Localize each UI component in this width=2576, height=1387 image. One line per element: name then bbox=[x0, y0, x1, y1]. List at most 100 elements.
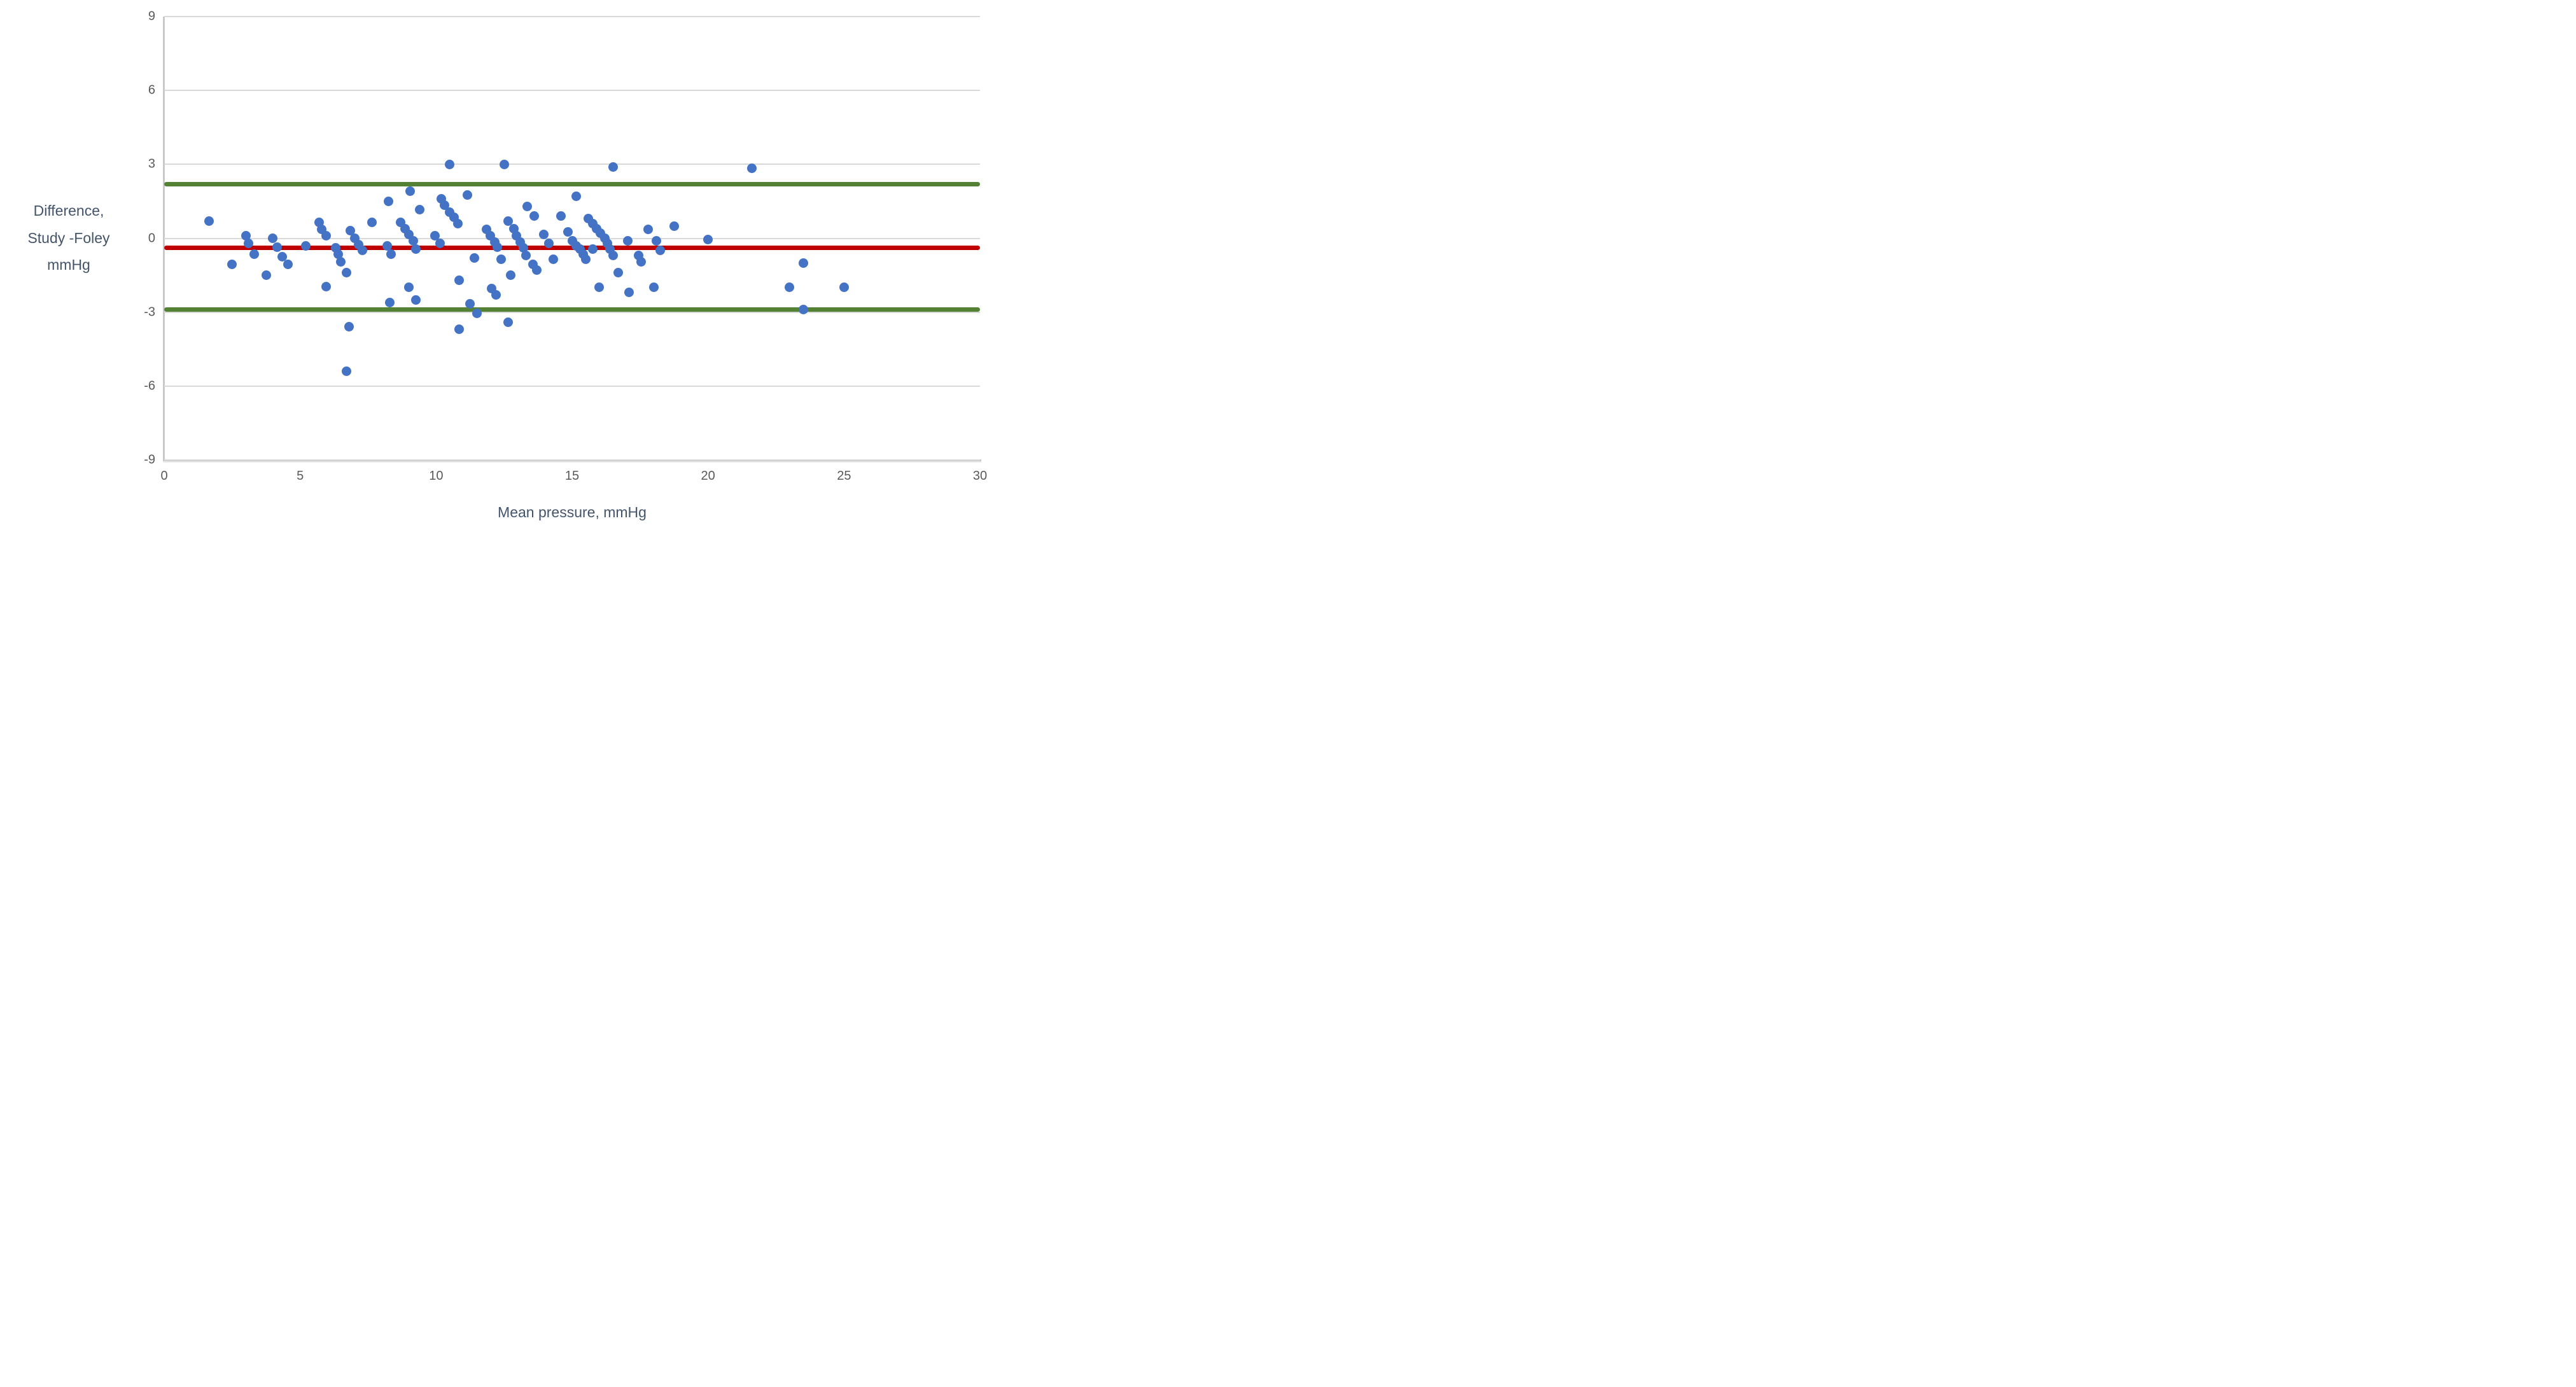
data-point bbox=[636, 256, 647, 267]
data-point bbox=[204, 216, 214, 226]
data-point bbox=[623, 235, 633, 246]
data-point bbox=[465, 298, 475, 309]
gridline-y-9 bbox=[164, 16, 980, 17]
data-point bbox=[435, 238, 445, 248]
data-point bbox=[408, 235, 418, 246]
data-point bbox=[522, 201, 532, 211]
upper-limit-of-agreement-line bbox=[164, 181, 980, 186]
data-point bbox=[531, 265, 542, 275]
y-tick-label--9: -9 bbox=[144, 452, 155, 467]
data-point bbox=[580, 254, 591, 264]
data-point bbox=[227, 259, 237, 269]
data-point bbox=[314, 217, 325, 227]
data-point bbox=[261, 270, 271, 281]
data-point bbox=[499, 159, 509, 169]
data-point bbox=[300, 240, 311, 251]
data-point bbox=[386, 249, 396, 260]
data-point bbox=[785, 282, 795, 293]
lower-limit-of-agreement-line bbox=[164, 307, 980, 312]
data-point bbox=[538, 230, 549, 240]
data-point bbox=[272, 242, 282, 252]
data-point bbox=[571, 192, 581, 202]
data-point bbox=[492, 242, 502, 252]
data-point bbox=[445, 159, 455, 169]
data-point bbox=[341, 366, 351, 377]
data-point bbox=[839, 282, 849, 293]
data-point bbox=[341, 268, 351, 278]
data-point bbox=[563, 227, 573, 237]
y-tick-label--6: -6 bbox=[144, 379, 155, 393]
data-point bbox=[648, 282, 659, 293]
data-point bbox=[241, 231, 251, 241]
data-point bbox=[243, 238, 253, 248]
x-tick-label-25: 25 bbox=[837, 469, 851, 483]
data-point bbox=[462, 190, 472, 200]
data-point bbox=[669, 221, 679, 231]
gridline-y--3 bbox=[164, 311, 980, 313]
data-point bbox=[548, 254, 558, 264]
x-axis-title: Mean pressure, mmHg bbox=[498, 504, 647, 520]
data-point bbox=[624, 288, 634, 298]
data-point bbox=[321, 281, 331, 291]
data-point bbox=[594, 282, 605, 293]
data-point bbox=[283, 259, 293, 269]
data-point bbox=[410, 295, 421, 305]
plot-area: 9 6 3 0 -3 -6 -9 0 5 10 15 20 25 30 bbox=[144, 10, 987, 484]
bland-altman-chart: Difference, Study -Foley mmHg 9 6 3 0 -3 -6 -9… bbox=[0, 0, 998, 537]
data-point bbox=[472, 309, 482, 319]
x-tick-label-15: 15 bbox=[564, 469, 580, 483]
x-tick-label-10: 10 bbox=[429, 469, 444, 483]
data-point bbox=[358, 246, 368, 256]
data-point bbox=[798, 258, 808, 268]
data-point bbox=[268, 233, 278, 243]
data-point bbox=[506, 270, 516, 281]
y-axis-line bbox=[163, 17, 165, 460]
data-point bbox=[405, 186, 416, 197]
data-point bbox=[651, 235, 661, 246]
data-point bbox=[503, 216, 514, 226]
data-point bbox=[508, 223, 519, 233]
gridline-y-3 bbox=[164, 164, 980, 165]
data-point bbox=[655, 246, 666, 256]
data-point bbox=[430, 231, 440, 241]
x-tick-label-20: 20 bbox=[701, 469, 715, 483]
y-axis-title-line3: mmHg bbox=[47, 256, 90, 274]
data-point bbox=[544, 238, 554, 248]
gridline-y--6 bbox=[164, 385, 980, 387]
data-point bbox=[556, 211, 566, 221]
y-tick-label-9: 9 bbox=[148, 9, 155, 24]
data-point bbox=[439, 200, 449, 210]
data-point bbox=[321, 231, 331, 241]
data-point bbox=[453, 218, 463, 228]
data-point bbox=[336, 256, 346, 267]
data-point bbox=[385, 297, 395, 307]
data-point bbox=[454, 275, 465, 285]
x-tick-label-30: 30 bbox=[972, 469, 988, 483]
data-point bbox=[344, 322, 354, 332]
gridline-y--9 bbox=[164, 459, 980, 461]
data-point bbox=[608, 251, 618, 261]
data-point bbox=[249, 249, 259, 260]
data-point bbox=[746, 163, 757, 173]
data-point bbox=[521, 251, 531, 261]
y-axis-title: Difference, Study -Foley mmHg bbox=[5, 197, 132, 279]
y-axis-title-line1: Difference, bbox=[33, 202, 104, 219]
data-point bbox=[608, 162, 618, 172]
data-point bbox=[798, 305, 808, 315]
data-point bbox=[643, 225, 654, 235]
y-axis-title-line2: Study -Foley bbox=[27, 229, 110, 246]
y-tick-label-3: 3 bbox=[148, 157, 155, 171]
data-point bbox=[410, 244, 421, 254]
data-point bbox=[384, 196, 394, 206]
data-point bbox=[277, 252, 288, 262]
data-point bbox=[415, 205, 425, 215]
data-point bbox=[382, 240, 392, 251]
data-point bbox=[613, 268, 624, 278]
data-point bbox=[587, 244, 598, 254]
x-tick-label-5: 5 bbox=[297, 469, 304, 483]
data-point bbox=[518, 243, 528, 253]
gridline-y-6 bbox=[164, 90, 980, 92]
data-point bbox=[404, 282, 414, 293]
data-point bbox=[454, 324, 465, 335]
data-point bbox=[469, 253, 479, 263]
